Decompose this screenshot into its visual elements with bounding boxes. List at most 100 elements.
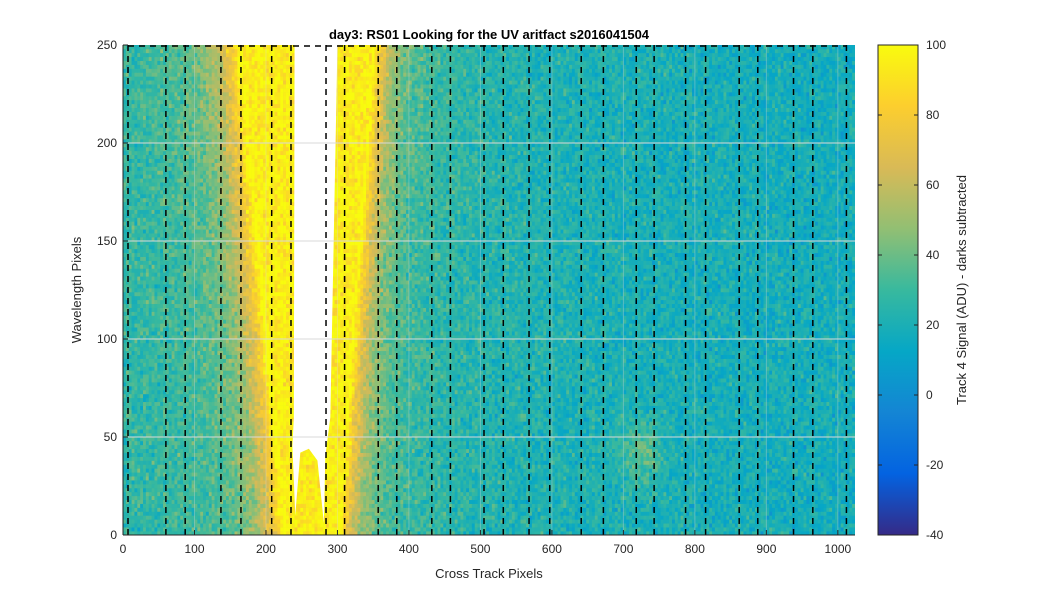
heatmap-cell [363, 515, 367, 520]
heatmap-cell [471, 480, 476, 485]
heatmap-cell [534, 519, 538, 524]
heatmap-cell [649, 460, 653, 465]
heatmap-cell [383, 523, 387, 528]
heatmap-cell [554, 499, 558, 504]
heatmap-cell [331, 499, 335, 504]
heatmap-cell [686, 523, 690, 528]
heatmap-cell [686, 468, 690, 473]
heatmap-cell [168, 511, 172, 516]
heatmap-cell [629, 472, 633, 477]
heatmap-cell [520, 515, 524, 520]
heatmap-cell [148, 531, 152, 535]
heatmap-cell [357, 515, 361, 520]
heatmap-cell [669, 472, 673, 477]
heatmap-cell [214, 523, 218, 528]
heatmap-cell [471, 499, 476, 504]
heatmap-cell [377, 480, 381, 485]
heatmap-cell [468, 491, 473, 497]
heatmap-cell [160, 511, 164, 516]
heatmap-cell [225, 472, 230, 477]
heatmap-cell [243, 523, 247, 528]
heatmap-cell [134, 484, 138, 489]
heatmap-cell [171, 480, 175, 485]
heatmap-cell [400, 511, 404, 516]
heatmap-cell [157, 460, 161, 465]
heatmap-cell [183, 515, 187, 520]
heatmap-cell [183, 503, 187, 508]
heatmap-cell [394, 503, 398, 508]
heatmap-cell [660, 531, 664, 535]
heatmap-cell [760, 523, 764, 528]
heatmap-cell [308, 460, 313, 465]
heatmap-cell [148, 491, 152, 497]
heatmap-cell [377, 515, 381, 520]
heatmap-cell [732, 472, 736, 477]
heatmap-cell [388, 531, 393, 535]
heatmap-cell [749, 511, 753, 516]
heatmap-cell [177, 523, 181, 528]
heatmap-cell [428, 464, 433, 469]
heatmap-cell [746, 511, 750, 516]
heatmap-cell [554, 507, 558, 512]
heatmap-cell [757, 468, 761, 473]
heatmap-cell [774, 511, 779, 516]
heatmap-cell [131, 476, 135, 481]
heatmap-cell [574, 487, 578, 493]
heatmap-cell [611, 511, 616, 516]
heatmap-cell [754, 472, 759, 477]
heatmap-cell [714, 460, 719, 465]
heatmap-cell [832, 495, 836, 501]
heatmap-cell [397, 472, 401, 477]
heatmap-cell [334, 503, 338, 508]
heatmap-cell [274, 472, 278, 477]
heatmap-cell [245, 491, 250, 497]
heatmap-cell [306, 499, 310, 504]
heatmap-cell [177, 531, 181, 535]
heatmap-cell [660, 527, 664, 532]
heatmap-cell [366, 468, 370, 473]
heatmap-cell [777, 515, 781, 520]
heatmap-cell [577, 503, 581, 508]
heatmap-cell [400, 480, 404, 485]
heatmap-cell [800, 511, 804, 516]
heatmap-cell [709, 507, 713, 512]
heatmap-cell [689, 468, 693, 473]
heatmap-cell [560, 503, 564, 508]
heatmap-cell [191, 491, 195, 497]
heatmap-cell [248, 515, 252, 520]
heatmap-cell [677, 472, 681, 477]
heatmap-cell [437, 503, 441, 508]
heatmap-cell [288, 523, 293, 528]
heatmap-cell [591, 487, 596, 493]
heatmap-cell [483, 476, 487, 481]
heatmap-cell [574, 460, 578, 465]
heatmap-cell [689, 503, 693, 508]
heatmap-cell [686, 527, 690, 532]
heatmap-cell [709, 468, 713, 473]
heatmap-cell [583, 507, 587, 512]
heatmap-cell [534, 476, 538, 481]
heatmap-cell [308, 511, 313, 516]
heatmap-cell [792, 511, 796, 516]
heatmap-cell [631, 491, 636, 497]
heatmap-cell [291, 484, 295, 489]
heatmap-cell [460, 495, 464, 501]
heatmap-cell [740, 531, 744, 535]
heatmap-cell [712, 515, 716, 520]
heatmap-cell [529, 507, 533, 512]
heatmap-cell [783, 523, 787, 528]
heatmap-cell [654, 503, 659, 508]
heatmap-cell [123, 460, 127, 465]
heatmap-cell [403, 468, 407, 473]
heatmap-cell [591, 491, 596, 497]
heatmap-cell [806, 464, 810, 469]
heatmap-cell [131, 456, 135, 461]
heatmap-cell [537, 503, 541, 508]
heatmap-cell [426, 503, 430, 508]
heatmap-cell [486, 499, 490, 504]
heatmap-cell [134, 476, 138, 481]
heatmap-cell [214, 531, 218, 535]
heatmap-cell [529, 523, 533, 528]
heatmap-cell [763, 487, 767, 493]
heatmap-cell [643, 464, 647, 469]
